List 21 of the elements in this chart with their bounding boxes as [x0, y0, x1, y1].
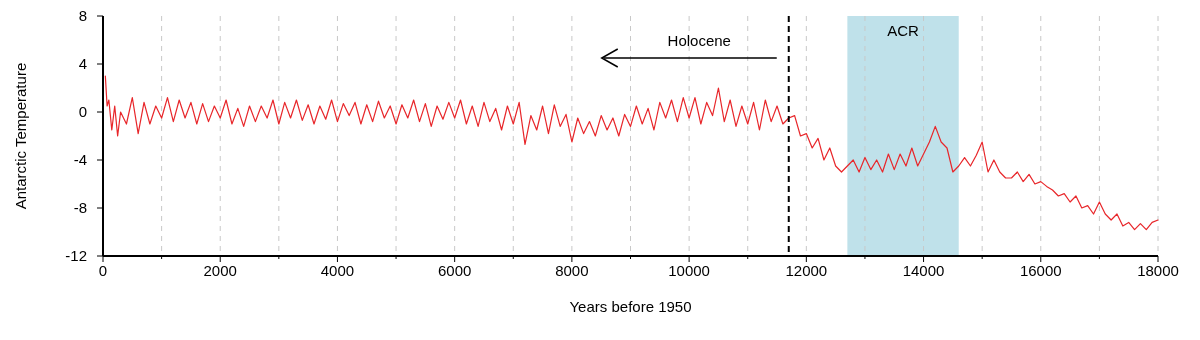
x-tick-label: 10000 — [668, 262, 710, 279]
x-tick-label: 0 — [98, 262, 108, 279]
x-tick-label: 6000 — [437, 262, 472, 279]
x-tick-label: 12000 — [785, 262, 828, 279]
band-label: ACR — [887, 22, 920, 39]
line-series — [104, 75, 1159, 231]
y-tick-label: -4 — [73, 151, 87, 168]
x-tick-label: 18000 — [1137, 262, 1179, 279]
y-tick-label: 4 — [78, 55, 87, 72]
x-tick-label: 4000 — [320, 262, 355, 279]
annotation: Holocene — [667, 32, 731, 49]
x-tick-label: 8000 — [555, 262, 589, 279]
x-tick-label: 14000 — [902, 262, 945, 279]
x-axis-title: Years before 1950 — [569, 298, 692, 315]
y-tick-label: -12 — [65, 247, 87, 264]
y-tick-label: 0 — [78, 103, 87, 120]
y-tick-label: -8 — [73, 199, 87, 216]
y-tick-label: 8 — [78, 7, 87, 24]
y-axis-title: Antarctic Temperature — [12, 62, 29, 210]
x-tick-label: 16000 — [1019, 262, 1062, 279]
x-tick-label: 2000 — [203, 262, 237, 279]
